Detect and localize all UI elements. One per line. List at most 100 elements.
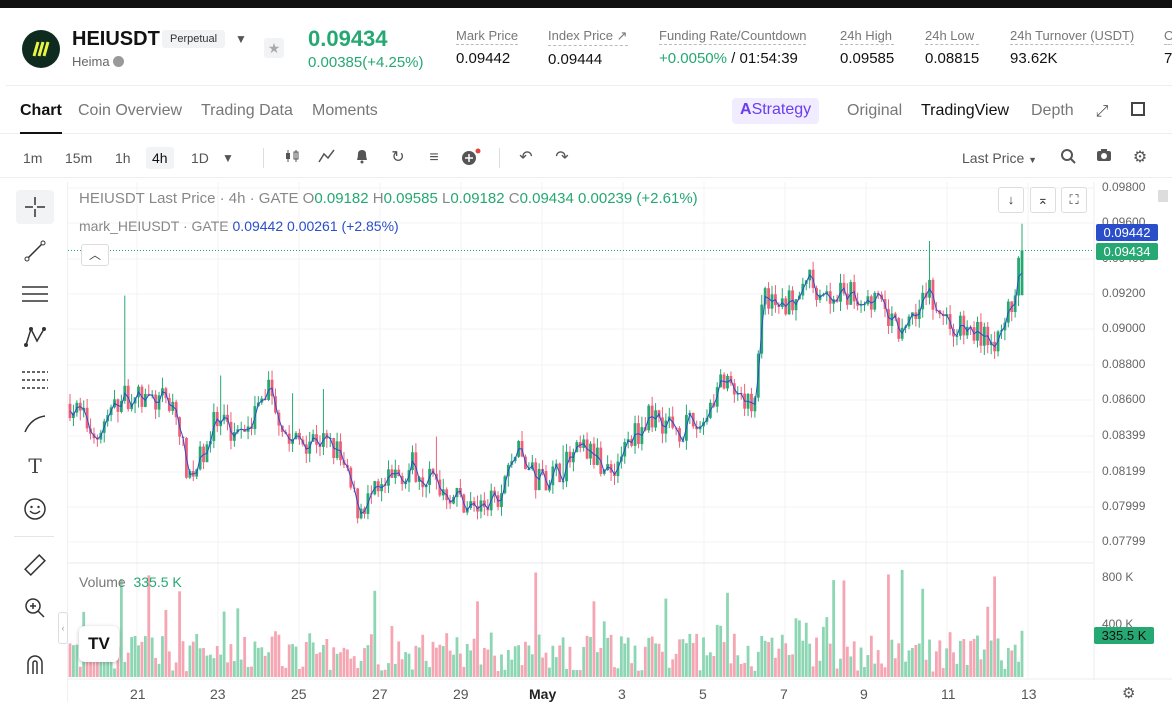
expand-icon[interactable]: ⤢ [1095, 103, 1109, 120]
candle-body [578, 442, 582, 448]
tab-moments[interactable]: Moments [312, 102, 378, 119]
candle-body [390, 469, 394, 478]
sidebar-collapse-handle[interactable]: ‹ [58, 612, 68, 644]
volume-bar [986, 606, 990, 677]
volume-bar [530, 654, 534, 677]
candle-body [907, 316, 911, 327]
candle-body [887, 308, 890, 326]
timeframe-dropdown-chevron-icon[interactable]: ▼ [222, 151, 234, 165]
symbol-dropdown-chevron-icon[interactable]: ▼ [235, 32, 247, 46]
candle-body [753, 397, 757, 412]
candle-body [212, 411, 216, 442]
window-square-icon[interactable] [1128, 102, 1148, 122]
undo-icon[interactable]: ↶ [519, 149, 533, 166]
candle-body [387, 469, 390, 486]
volume-bar [904, 661, 907, 677]
emoji-tool-icon[interactable] [16, 492, 54, 526]
candle-body [774, 294, 777, 306]
trend-line-tool-icon[interactable] [16, 234, 54, 268]
candle-body [801, 283, 805, 296]
candle-body [770, 294, 774, 309]
timeframe-4h[interactable]: 4h [146, 147, 174, 169]
replay-icon[interactable]: ↻ [391, 149, 405, 166]
candle-type-icon[interactable] [282, 148, 302, 168]
candle-body [458, 487, 462, 495]
indicators-icon[interactable] [317, 148, 337, 168]
pattern-tool-icon[interactable] [16, 320, 54, 354]
candle-body [640, 427, 644, 445]
volume-bar [599, 647, 603, 677]
candle-body [592, 443, 596, 465]
candle-body [342, 460, 346, 465]
strategy-button[interactable]: AStrategy [732, 98, 820, 124]
crosshair-tool-icon[interactable] [16, 190, 54, 224]
candle-body [465, 508, 469, 513]
scrollbar-thumb[interactable] [1158, 190, 1168, 202]
tab-chart[interactable]: Chart [20, 102, 62, 134]
candle-body [181, 436, 185, 439]
tradingview-logo[interactable]: TV [79, 626, 119, 662]
add-indicator-icon[interactable] [461, 148, 481, 168]
tab-trading-data[interactable]: Trading Data [201, 102, 293, 119]
redo-icon[interactable]: ↷ [555, 149, 569, 166]
price-axis-tick: 0.09200 [1102, 286, 1146, 300]
favorite-star-icon[interactable]: ★ [264, 38, 284, 58]
candle-body [869, 296, 873, 310]
volume-bar [962, 639, 966, 677]
candle-body [571, 452, 575, 463]
volume-bar [349, 658, 353, 677]
maximize-pane-icon[interactable]: ⛶ [1061, 187, 1087, 213]
candle-body [397, 469, 401, 476]
candle-body [695, 426, 699, 430]
volume-bar [938, 640, 942, 677]
volume-bar [383, 669, 387, 677]
volume-bar [883, 667, 887, 677]
price-type-select[interactable]: Last Price ▼ [962, 150, 1038, 166]
view-tradingview[interactable]: TradingView [921, 102, 1010, 119]
volume-bar [917, 643, 921, 677]
candle-body [654, 410, 657, 428]
alert-bell-icon[interactable] [352, 148, 372, 168]
volume-bar [195, 633, 199, 677]
volume-bar [68, 643, 72, 677]
scroll-down-arrow-icon[interactable]: ↓ [998, 187, 1024, 213]
stat-index-price[interactable]: Index Price ↗ 0.09444 [548, 28, 628, 68]
candle-body [979, 321, 983, 346]
view-depth[interactable]: Depth [1031, 102, 1074, 119]
settings-list-icon[interactable]: ≡ [429, 149, 439, 166]
volume-bar [243, 636, 247, 677]
timeframe-1h[interactable]: 1h [115, 150, 131, 166]
candle-body [102, 421, 106, 433]
volume-bar [92, 660, 96, 677]
zoom-in-icon[interactable] [16, 591, 54, 625]
candle-body [921, 292, 925, 310]
timeframe-1d[interactable]: 1D [191, 150, 209, 166]
symbol-title[interactable]: HEIUSDT [72, 28, 160, 50]
candle-body [260, 398, 264, 403]
volume-bar [969, 640, 973, 677]
magnet-icon[interactable] [16, 648, 54, 682]
timeframe-1m[interactable]: 1m [23, 150, 43, 166]
horizontal-lines-tool-icon[interactable] [16, 277, 54, 311]
candle-body [842, 282, 846, 294]
volume-bar [989, 640, 993, 677]
price-axis-tick: 0.09800 [1102, 180, 1146, 194]
text-tool-icon[interactable]: T [28, 454, 42, 478]
volume-bar [503, 669, 507, 677]
volume-bar [798, 620, 801, 677]
tab-coin-overview[interactable]: Coin Overview [78, 102, 183, 119]
axis-settings-gear-icon[interactable]: ⚙ [1122, 685, 1136, 702]
search-icon[interactable] [1058, 148, 1078, 168]
view-original[interactable]: Original [847, 102, 903, 119]
fib-tool-icon[interactable] [16, 363, 54, 397]
gear-icon[interactable]: ⚙ [1132, 149, 1148, 166]
candle-body [565, 451, 568, 482]
timeframe-15m[interactable]: 15m [65, 150, 93, 166]
camera-icon[interactable] [1094, 148, 1114, 168]
brush-tool-icon[interactable] [16, 406, 54, 440]
candle-body [934, 309, 938, 311]
volume-bar [123, 661, 127, 677]
legend-collapse-chevron-icon[interactable]: ︿ [81, 244, 109, 266]
collapse-pane-icon[interactable]: ⌅ [1030, 187, 1056, 213]
ruler-tool-icon[interactable] [16, 548, 54, 582]
